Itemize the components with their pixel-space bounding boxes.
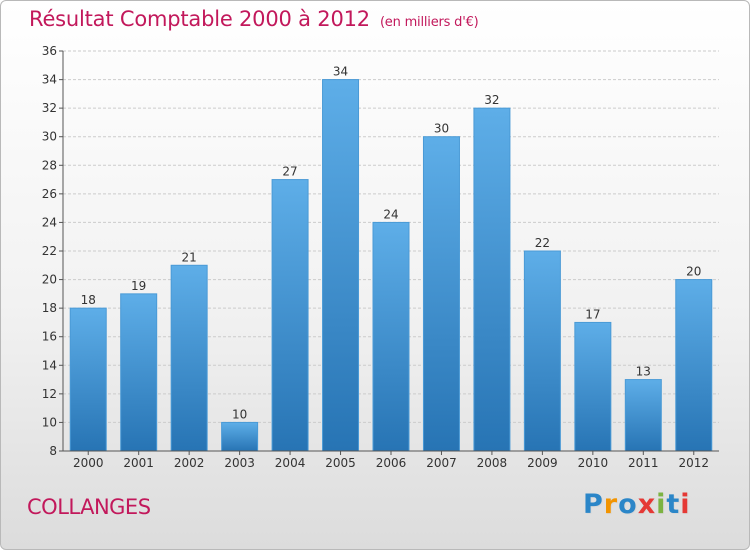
y-tick-label: 30 <box>42 130 57 144</box>
x-tick-label: 2011 <box>628 456 659 470</box>
bar <box>574 321 612 452</box>
bar <box>473 107 511 452</box>
x-tick-label: 2002 <box>174 456 205 470</box>
x-tick-label: 2007 <box>426 456 457 470</box>
y-tick-label: 24 <box>42 215 57 229</box>
y-tick-label: 18 <box>42 301 57 315</box>
bar <box>170 264 208 452</box>
data-label: 22 <box>535 236 550 250</box>
x-tick-label: 2003 <box>224 456 255 470</box>
x-tick-label: 2006 <box>376 456 407 470</box>
logo-letter: r <box>603 489 619 520</box>
y-tick-label: 34 <box>42 73 57 87</box>
x-tick-label: 2005 <box>325 456 356 470</box>
bar <box>675 279 713 452</box>
y-tick-label: 16 <box>42 330 57 344</box>
y-axis: 8 10 12 14 16 18 20 22 24 26 28 30 32 34 36 <box>42 44 64 458</box>
data-label: 34 <box>333 65 348 79</box>
y-tick-label: 12 <box>42 387 57 401</box>
bar <box>271 179 309 452</box>
data-label: 30 <box>434 122 449 136</box>
bar <box>322 79 360 452</box>
y-tick-label: 28 <box>42 158 57 172</box>
data-label: 13 <box>636 365 651 379</box>
y-tick-label: 26 <box>42 187 57 201</box>
data-label: 18 <box>81 293 96 307</box>
x-tick-label: 2004 <box>275 456 306 470</box>
bar <box>120 293 158 452</box>
data-label: 24 <box>383 207 398 221</box>
proxiti-logo[interactable]: Proxiti <box>583 489 691 520</box>
x-tick-label: 2000 <box>73 456 104 470</box>
data-label: 32 <box>484 93 499 107</box>
bar <box>624 379 662 452</box>
chart-title-text: Résultat Comptable 2000 à 2012 <box>29 7 370 31</box>
logo-letter: x <box>637 489 657 520</box>
y-tick-label: 8 <box>49 444 57 458</box>
logo-letter: P <box>583 489 604 520</box>
y-tick-label: 14 <box>42 358 57 372</box>
data-label: 10 <box>232 407 247 421</box>
y-tick-label: 22 <box>42 244 57 258</box>
x-axis: 2000 2001 2002 2003 2004 2005 2006 2007 2008 2009… <box>63 450 719 470</box>
bar <box>422 136 460 452</box>
data-label: 27 <box>282 165 297 179</box>
bar <box>523 250 561 452</box>
data-label: 21 <box>182 250 197 264</box>
data-label: 20 <box>686 265 701 279</box>
chart-title: Résultat Comptable 2000 à 2012 (en millie… <box>29 7 479 31</box>
data-label: 19 <box>131 279 146 293</box>
x-tick-label: 2012 <box>678 456 709 470</box>
bars: 18 19 21 10 27 34 24 30 32 22 17 13 20 <box>69 65 713 452</box>
x-tick-label: 2001 <box>123 456 154 470</box>
logo-letter: o <box>618 489 638 520</box>
bar <box>372 221 410 452</box>
chart-unit: (en milliers d'€) <box>379 15 479 30</box>
bar <box>221 421 259 452</box>
bar <box>69 307 107 452</box>
y-tick-label: 10 <box>42 415 57 429</box>
y-tick-label: 20 <box>42 273 57 287</box>
logo-letter: i <box>680 489 691 520</box>
commune-name: COLLANGES <box>27 495 151 519</box>
logo-letter: i <box>656 489 667 520</box>
x-tick-label: 2010 <box>578 456 609 470</box>
logo-letter: t <box>666 489 681 520</box>
y-tick-label: 32 <box>42 101 57 115</box>
x-tick-label: 2008 <box>477 456 508 470</box>
x-tick-label: 2009 <box>527 456 558 470</box>
y-tick-label: 36 <box>42 44 57 58</box>
data-label: 17 <box>585 307 600 321</box>
